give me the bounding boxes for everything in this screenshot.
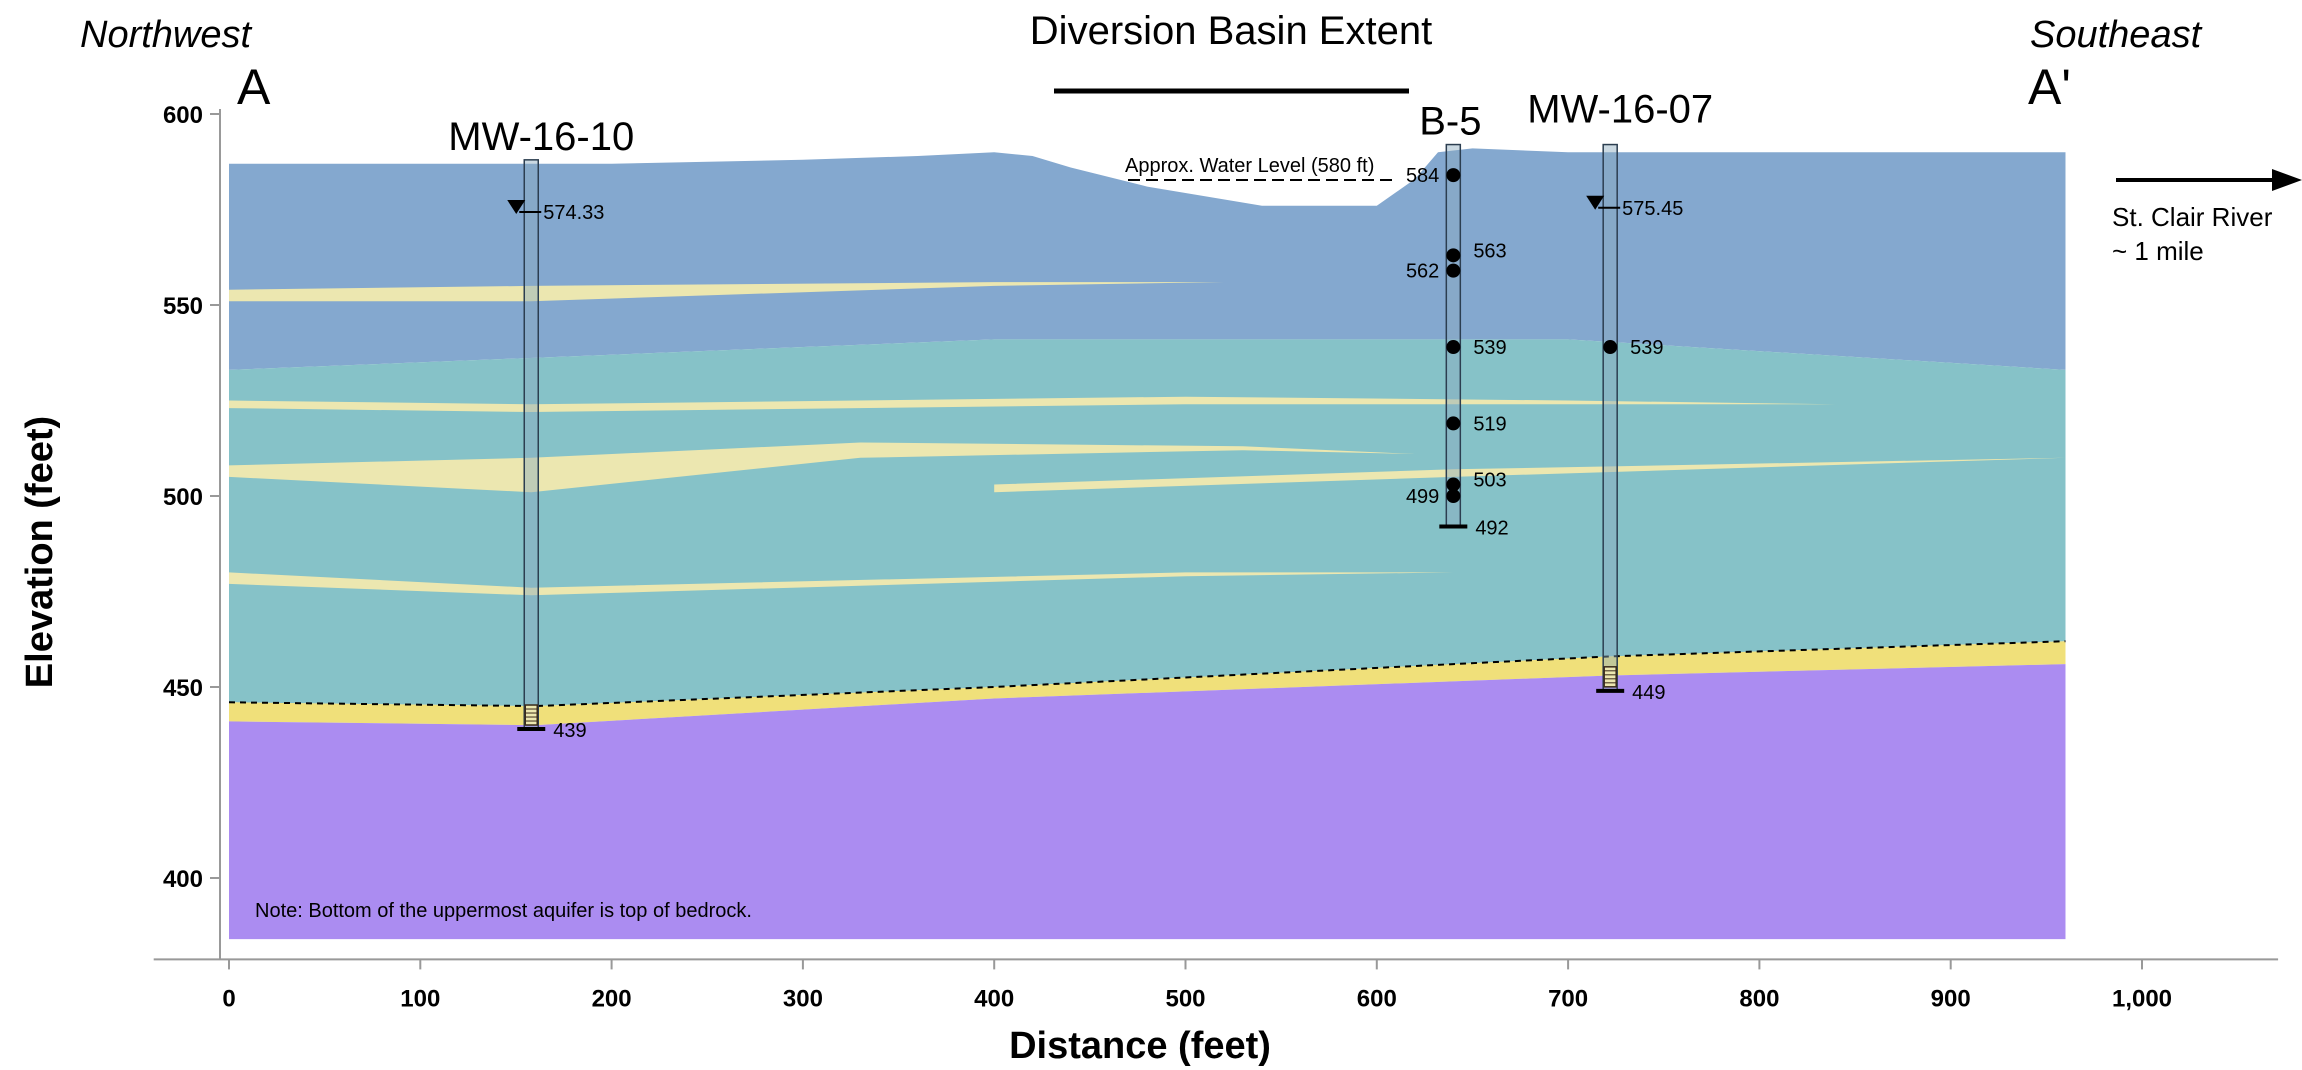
sample-label: 539 — [1630, 337, 1663, 359]
x-tick-label: 1,000 — [2112, 985, 2172, 1012]
well-name-label: B-5 — [1419, 100, 1481, 144]
sample-label: 539 — [1473, 337, 1506, 359]
upper-clay-layer — [229, 148, 2066, 370]
well-name-label: MW-16-07 — [1527, 88, 1713, 132]
water-level-value: 574.33 — [543, 202, 604, 224]
sample-label: 562 — [1406, 261, 1439, 283]
sample-point — [1446, 416, 1461, 431]
diagram-title: Diversion Basin Extent — [1030, 9, 1432, 53]
x-tick-label: 600 — [1357, 985, 1397, 1012]
x-tick-label: 500 — [1165, 985, 1205, 1012]
x-tick-label: 800 — [1739, 985, 1779, 1012]
wells: MW-16-10 439 574.33 B-5 492 584 563 562 539 519 50… — [448, 88, 1713, 742]
y-tick-label: 450 — [163, 675, 203, 702]
sample-point — [1446, 263, 1461, 278]
y-tick-label: 600 — [163, 102, 203, 129]
x-tick-label: 900 — [1931, 985, 1971, 1012]
sample-label: 503 — [1473, 470, 1506, 492]
river-label: St. Clair River — [2112, 202, 2273, 232]
middle-till-layer — [229, 339, 2066, 707]
sample-label: 563 — [1473, 240, 1506, 262]
well-b-5: B-5 492 584 563 562 539 519 503 499 — [1406, 100, 1509, 540]
well-bottom-label: 449 — [1632, 682, 1665, 704]
river-distance-label: ~ 1 mile — [2112, 236, 2204, 266]
diagram-note: Note: Bottom of the uppermost aquifer is… — [255, 900, 752, 922]
well-screen — [1603, 666, 1617, 688]
sample-point — [1446, 489, 1461, 503]
y-tick-label: 500 — [163, 484, 203, 511]
sample-point — [1603, 340, 1618, 355]
top-of-bedrock-dashed-line — [228, 640, 2066, 708]
sample-point — [1446, 168, 1461, 183]
well-screen — [524, 704, 539, 726]
x-tick-label: 0 — [222, 985, 235, 1012]
water-level-triangle-icon — [507, 200, 526, 215]
well-name-label: MW-16-10 — [448, 115, 634, 159]
sample-label: 584 — [1406, 165, 1439, 187]
water-level-triangle-icon — [1586, 195, 1605, 210]
x-tick-label: 300 — [783, 985, 823, 1012]
sand-lens-3 — [229, 442, 1416, 493]
well-casing — [1602, 143, 1618, 692]
y-tick-label: 550 — [163, 293, 203, 320]
well-casing — [523, 159, 540, 730]
sample-point — [1446, 248, 1461, 263]
sample-point — [1446, 340, 1461, 355]
well-casing — [1445, 143, 1462, 528]
x-tick-label: 100 — [400, 985, 440, 1012]
sample-point — [1446, 477, 1461, 492]
well-mw-16-07: MW-16-07 449 575.45 539 — [1527, 88, 1713, 704]
direction-left-label: Northwest — [80, 14, 252, 56]
basal-sand-aquifer-layer — [229, 641, 2066, 726]
well-mw-16-10: MW-16-10 439 574.33 — [448, 115, 634, 742]
water-level-value: 575.45 — [1622, 198, 1683, 220]
x-tick-label: 700 — [1548, 985, 1588, 1012]
point-a-prime-label: A' — [2028, 59, 2071, 115]
x-axis-label: Distance (feet) — [1009, 1025, 1271, 1067]
sand-lens-5 — [229, 572, 1454, 596]
x-axis-ticks: 0 100 200 300 400 500 600 700 800 900 1,000 — [222, 959, 2172, 1012]
sample-label: 499 — [1406, 486, 1439, 508]
well-bottom-label: 492 — [1475, 518, 1508, 540]
y-axis-label: Elevation (feet) — [19, 416, 61, 688]
x-tick-label: 400 — [974, 985, 1014, 1012]
point-a-label: A — [237, 59, 271, 115]
sand-lens-2 — [229, 396, 1836, 412]
sample-label: 519 — [1473, 413, 1506, 435]
water-level-label: Approx. Water Level (580 ft) — [1125, 155, 1374, 177]
sand-lens-1 — [229, 282, 1224, 302]
y-tick-label: 400 — [163, 866, 203, 893]
direction-right-label: Southeast — [2030, 14, 2203, 56]
well-bottom-label: 439 — [553, 720, 586, 742]
sand-lenses — [229, 282, 2066, 596]
x-tick-label: 200 — [592, 985, 632, 1012]
bedrock-layer — [229, 664, 2066, 940]
y-axis-ticks: 600 550 500 450 400 — [163, 102, 220, 893]
river-arrow-head-icon — [2272, 169, 2302, 191]
